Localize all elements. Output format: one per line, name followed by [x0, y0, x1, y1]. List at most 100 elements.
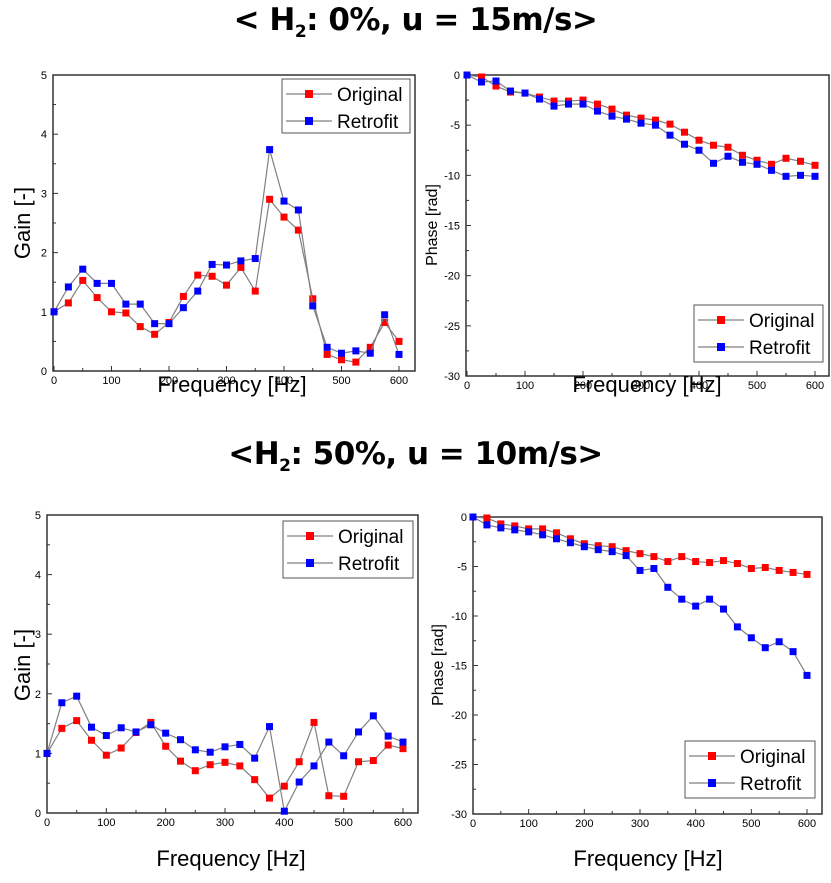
series-original [469, 513, 811, 578]
data-point [309, 295, 317, 303]
data-point [720, 557, 727, 565]
x-tick-label: 400 [690, 380, 708, 392]
y-tick-label: 0 [454, 70, 460, 82]
legend-box [282, 520, 414, 579]
series-original [50, 195, 403, 366]
data-point [88, 736, 95, 744]
data-point [608, 105, 616, 113]
series-retrofit [469, 513, 811, 679]
legend-label: Retrofit [740, 774, 802, 795]
data-point [251, 287, 259, 295]
legend-box [684, 740, 816, 799]
y-tick-label: -30 [444, 371, 460, 383]
data-point [177, 757, 184, 765]
data-point [117, 744, 125, 752]
data-point [151, 320, 159, 328]
series-line [53, 197, 400, 363]
legend: Original Retrofit [684, 740, 816, 799]
data-point [151, 330, 159, 338]
data-point [338, 349, 345, 357]
data-point [652, 121, 659, 129]
series-line [53, 149, 400, 355]
data-point [733, 623, 741, 631]
data-point [775, 566, 783, 574]
x-tick-label: 100 [519, 818, 537, 830]
data-point [147, 721, 155, 729]
data-point [340, 752, 348, 760]
y-axis-label: Phase [rad] [430, 624, 447, 706]
data-point [608, 543, 616, 551]
data-point [511, 522, 519, 530]
data-point [236, 740, 244, 748]
data-point [194, 271, 202, 279]
legend-label: Retrofit [338, 554, 400, 575]
data-point [789, 568, 797, 576]
series-line [472, 516, 808, 676]
data-point [623, 111, 630, 119]
data-point [88, 723, 95, 731]
data-point [664, 583, 672, 591]
y-tick-label: 0 [35, 808, 41, 820]
data-point [797, 171, 804, 179]
data-point [395, 337, 403, 345]
y-tick-label: -20 [451, 710, 467, 722]
data-point [194, 287, 202, 295]
data-point [251, 255, 259, 263]
data-point [650, 553, 658, 561]
data-point [50, 308, 58, 316]
data-point [132, 728, 140, 736]
series-retrofit [50, 146, 403, 358]
x-tick-label: 300 [217, 375, 235, 387]
x-tick-label: 400 [275, 375, 293, 387]
data-point [483, 521, 491, 529]
legend-label: Original [338, 527, 403, 548]
data-point [739, 151, 746, 159]
data-point [636, 566, 644, 574]
data-point [206, 748, 214, 756]
data-point [223, 261, 230, 269]
data-point [294, 206, 302, 214]
legend-marker [717, 316, 725, 324]
data-point [366, 343, 374, 351]
data-point [507, 87, 514, 95]
data-point [221, 743, 229, 751]
x-tick-label: 600 [394, 817, 412, 829]
data-point [492, 82, 500, 90]
data-point [594, 546, 602, 554]
data-point [525, 528, 533, 536]
legend-label: Retrofit [749, 338, 811, 359]
data-point [478, 73, 485, 81]
x-axis-label: Frequency [Hz] [573, 846, 722, 871]
data-point [492, 77, 500, 85]
legend-label: Original [749, 311, 814, 332]
data-point [761, 563, 769, 571]
data-point [295, 778, 303, 786]
data-point [310, 762, 318, 770]
data-point [652, 116, 659, 124]
data-point [469, 513, 477, 521]
x-tick-label: 600 [798, 818, 816, 830]
data-point [761, 644, 769, 652]
y-tick-label: 0 [41, 366, 47, 378]
data-point [58, 699, 66, 707]
data-point [266, 146, 274, 154]
data-point [323, 350, 331, 358]
legend-label: Retrofit [337, 112, 399, 133]
data-point [650, 564, 658, 572]
data-point [678, 553, 686, 561]
data-point [352, 358, 360, 366]
data-point [733, 560, 741, 568]
data-point [566, 539, 574, 547]
x-axis-label: Frequency [Hz] [157, 372, 306, 397]
data-point [594, 100, 601, 108]
data-point [463, 71, 471, 79]
chart-panel-top-right: 0 100 200 300 400 500 600 -30 -25 -20 -15 -10 -5 0 Fre… [424, 70, 830, 397]
x-tick-label: 100 [102, 375, 120, 387]
y-tick-label: -25 [444, 321, 460, 333]
data-point [720, 605, 727, 613]
data-point [782, 172, 790, 180]
data-point [811, 172, 819, 180]
data-point [122, 309, 130, 317]
data-point [550, 102, 558, 110]
data-point [497, 520, 505, 528]
